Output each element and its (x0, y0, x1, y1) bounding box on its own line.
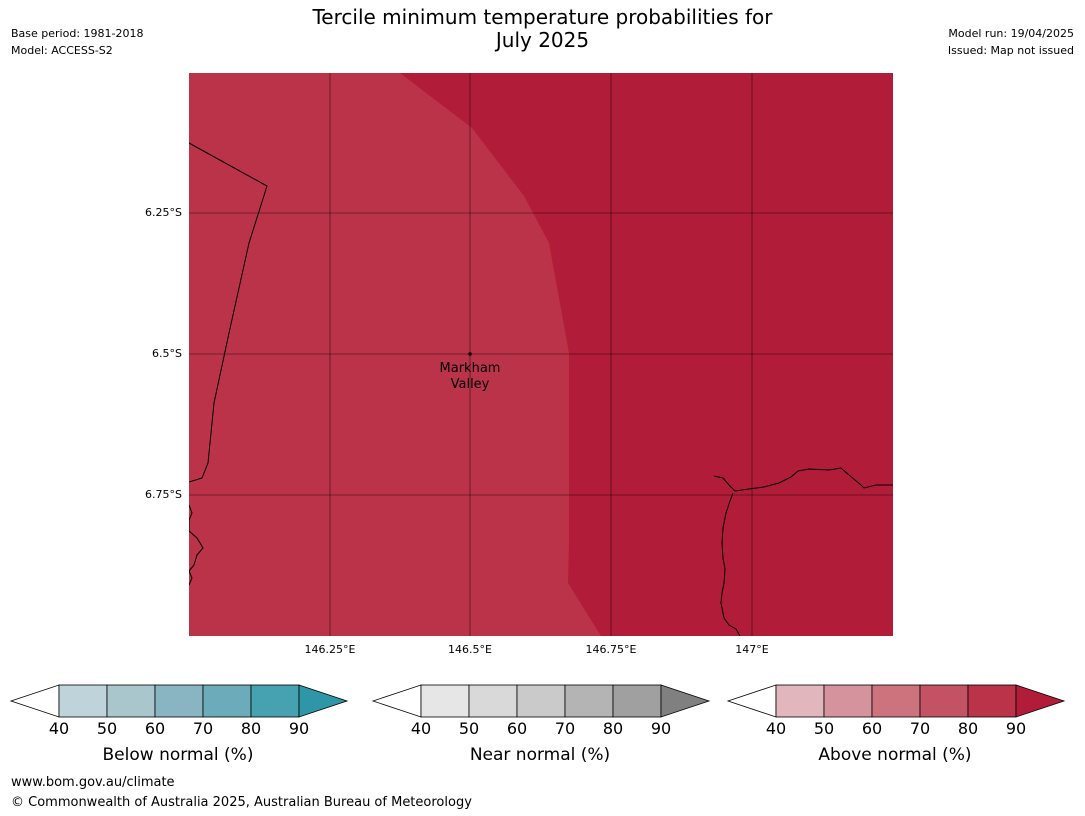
lon-tick-146-5: 146.5°E (448, 643, 492, 656)
colorbar-segment (420, 684, 470, 718)
map-title-line2: July 2025 (495, 28, 590, 52)
lat-tick-6-25: 6.25°S (145, 206, 182, 219)
issued-text: Issued: Map not issued (947, 44, 1074, 57)
colorbar-segment (919, 684, 969, 718)
colorbar-tick-label: 40 (765, 719, 787, 738)
place-label-line1: Markham (440, 361, 501, 376)
colorbar-segment (468, 684, 518, 718)
colorbar-segment (106, 684, 156, 718)
model-run-text: Model run: 19/04/2025 (948, 27, 1074, 40)
colorbar-left-arrow (9, 684, 60, 718)
boundary-line-west (189, 142, 268, 483)
colorbar-tick-label: 60 (506, 719, 528, 738)
lon-tick-146-75: 146.75°E (585, 643, 637, 656)
lon-tick-147: 147°E (735, 643, 769, 656)
colorbar-title-above: Above normal (%) (818, 745, 972, 765)
colorbar-near-normal (371, 684, 711, 718)
colorbar-tick-label: 50 (96, 719, 118, 738)
colorbar-title-below: Below normal (%) (102, 745, 254, 765)
place-label-line2: Valley (451, 377, 490, 392)
colorbar-tick-label: 80 (240, 719, 262, 738)
colorbar-segment (58, 684, 108, 718)
colorbar-tick-label: 70 (909, 719, 931, 738)
colorbar-tick-label: 70 (192, 719, 214, 738)
colorbar-segment (612, 684, 662, 718)
gridlines (189, 73, 893, 636)
colorbar-segment (516, 684, 566, 718)
colorbar-tick-label: 40 (48, 719, 70, 738)
colorbar-tick-label: 90 (650, 719, 672, 738)
colorbar-left-arrow (371, 684, 422, 718)
colorbar-below-normal (9, 684, 349, 718)
colorbar-tick-label: 80 (602, 719, 624, 738)
colorbar-segment (202, 684, 252, 718)
colorbar-tick-label: 90 (288, 719, 310, 738)
footer-copyright: © Commonwealth of Australia 2025, Austra… (11, 795, 472, 810)
coastline-river (720, 492, 741, 636)
probability-map[interactable]: Markham Valley (189, 73, 893, 636)
colorbar-segment (154, 684, 204, 718)
map-title-line1: Tercile minimum temperature probabilitie… (312, 5, 773, 29)
header-right-info: Model run: 19/04/2025 Issued: Map not is… (948, 25, 1074, 59)
markham-valley-marker[interactable] (468, 352, 472, 356)
colorbar-segment (564, 684, 614, 718)
colorbar-tick-label: 60 (861, 719, 883, 738)
colorbar-right-arrow (1015, 684, 1066, 718)
colorbar-tick-label: 50 (813, 719, 835, 738)
colorbar-tick-label: 60 (144, 719, 166, 738)
colorbar-segment (823, 684, 873, 718)
colorbar-segment (871, 684, 921, 718)
coastline-southeast (713, 467, 893, 492)
model-text: Model: ACCESS-S2 (11, 44, 113, 57)
colorbar-tick-label: 90 (1005, 719, 1027, 738)
colorbar-tick-label: 40 (410, 719, 432, 738)
lat-tick-6-5: 6.5°S (152, 347, 182, 360)
colorbar-segment (775, 684, 825, 718)
map-title: Tercile minimum temperature probabilitie… (0, 6, 1085, 52)
footer-url[interactable]: www.bom.gov.au/climate (11, 775, 175, 790)
colorbar-title-near: Near normal (%) (469, 745, 611, 765)
lon-tick-146-25: 146.25°E (304, 643, 356, 656)
header-left-info: Base period: 1981-2018 Model: ACCESS-S2 (11, 25, 143, 59)
colorbar-right-arrow (660, 684, 711, 718)
coastline (189, 142, 893, 636)
coastline-southwest (189, 504, 204, 586)
colorbar-tick-label: 80 (957, 719, 979, 738)
lat-tick-6-75: 6.75°S (145, 488, 182, 501)
colorbar-tick-label: 70 (554, 719, 576, 738)
base-period-text: Base period: 1981-2018 (11, 27, 144, 40)
colorbar-left-arrow (726, 684, 777, 718)
colorbar-above-normal (726, 684, 1066, 718)
colorbar-tick-label: 50 (458, 719, 480, 738)
colorbar-segment (967, 684, 1017, 718)
colorbar-segment (250, 684, 300, 718)
colorbar-right-arrow (298, 684, 349, 718)
